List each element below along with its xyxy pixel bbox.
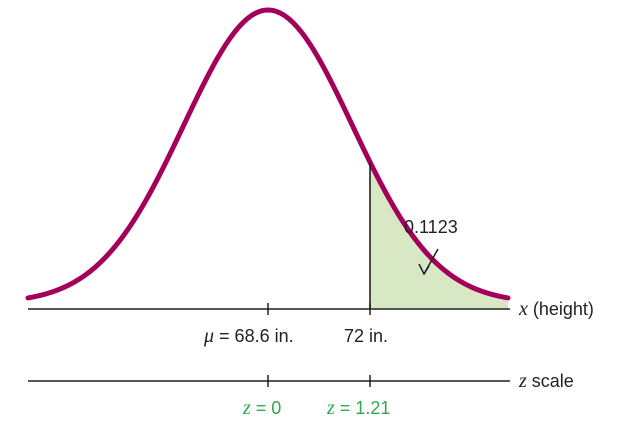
- z-value-var: z: [326, 397, 335, 419]
- z-axis-var: z: [518, 370, 527, 392]
- z-zero-var: z: [242, 397, 251, 419]
- z-value-label: z = 1.21: [326, 397, 390, 419]
- x-value-label: 72 in.: [344, 326, 388, 346]
- z-value-text: = 1.21: [335, 398, 391, 418]
- z-zero-label: z = 0: [242, 397, 281, 419]
- z-axis-label-text: scale: [527, 371, 574, 391]
- mean-symbol: μ: [203, 325, 214, 347]
- normal-curve: [25, 7, 511, 301]
- z-axis-label: z scale: [518, 370, 574, 392]
- mean-value-text: = 68.6 in.: [214, 326, 294, 346]
- mean-label: μ = 68.6 in.: [203, 325, 294, 347]
- x-axis-label: x (height): [518, 298, 594, 320]
- area-pointer-arrowhead: [418, 263, 430, 276]
- shaded-tail-area: [370, 162, 508, 309]
- area-label: 0.1123: [404, 217, 458, 237]
- x-axis-var: x: [518, 298, 528, 320]
- z-zero-text: = 0: [251, 398, 282, 418]
- x-axis-label-text: (height): [528, 299, 594, 319]
